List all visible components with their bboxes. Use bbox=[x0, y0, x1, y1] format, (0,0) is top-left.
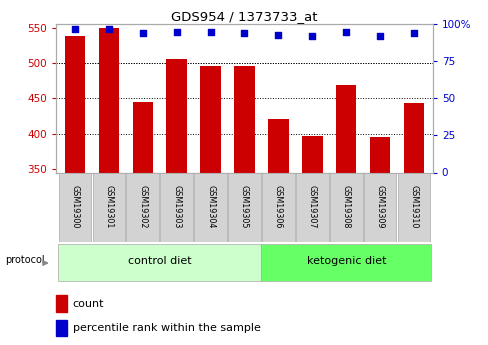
Text: GSM19309: GSM19309 bbox=[375, 185, 384, 229]
Point bbox=[172, 29, 180, 34]
Text: count: count bbox=[73, 299, 104, 309]
Text: protocol: protocol bbox=[6, 255, 45, 265]
Point bbox=[409, 30, 417, 36]
Point bbox=[139, 30, 146, 36]
Text: GSM19302: GSM19302 bbox=[138, 185, 147, 229]
Bar bbox=[58, 244, 261, 281]
Bar bbox=[363, 172, 396, 242]
Title: GDS954 / 1373733_at: GDS954 / 1373733_at bbox=[171, 10, 317, 23]
Bar bbox=[160, 172, 193, 242]
Text: GSM19300: GSM19300 bbox=[70, 185, 79, 229]
Bar bbox=[64, 36, 85, 172]
Text: GSM19306: GSM19306 bbox=[273, 185, 283, 229]
Bar bbox=[228, 172, 260, 242]
Bar bbox=[166, 59, 186, 172]
Bar bbox=[397, 172, 429, 242]
Text: GSM19307: GSM19307 bbox=[307, 185, 316, 229]
Bar bbox=[369, 137, 389, 172]
Text: GSM19305: GSM19305 bbox=[240, 185, 248, 229]
Bar bbox=[56, 320, 67, 336]
Bar bbox=[194, 172, 226, 242]
Text: GSM19310: GSM19310 bbox=[409, 185, 418, 229]
Bar bbox=[200, 66, 220, 172]
Bar bbox=[403, 102, 424, 172]
Bar bbox=[234, 66, 254, 172]
Point bbox=[274, 32, 282, 37]
Point bbox=[342, 29, 349, 34]
Point bbox=[375, 33, 383, 39]
Bar bbox=[302, 137, 322, 172]
Point bbox=[240, 30, 248, 36]
Bar bbox=[132, 102, 153, 172]
Text: GSM19304: GSM19304 bbox=[205, 185, 215, 229]
Point bbox=[206, 29, 214, 34]
Bar bbox=[56, 295, 67, 312]
Bar bbox=[295, 172, 328, 242]
Text: GSM19301: GSM19301 bbox=[104, 185, 113, 229]
Text: control diet: control diet bbox=[128, 256, 191, 266]
Bar bbox=[329, 172, 362, 242]
Point bbox=[71, 26, 79, 31]
Point bbox=[308, 33, 316, 39]
Bar bbox=[126, 172, 159, 242]
Bar bbox=[335, 85, 356, 172]
Text: GSM19303: GSM19303 bbox=[172, 185, 181, 229]
Text: ketogenic diet: ketogenic diet bbox=[306, 256, 385, 266]
Point bbox=[105, 26, 113, 31]
Text: percentile rank within the sample: percentile rank within the sample bbox=[73, 323, 260, 333]
Bar bbox=[59, 172, 91, 242]
Bar bbox=[92, 172, 125, 242]
Bar bbox=[99, 28, 119, 172]
Text: GSM19308: GSM19308 bbox=[341, 185, 350, 229]
Bar bbox=[261, 244, 430, 281]
Bar bbox=[268, 119, 288, 172]
Bar bbox=[262, 172, 294, 242]
